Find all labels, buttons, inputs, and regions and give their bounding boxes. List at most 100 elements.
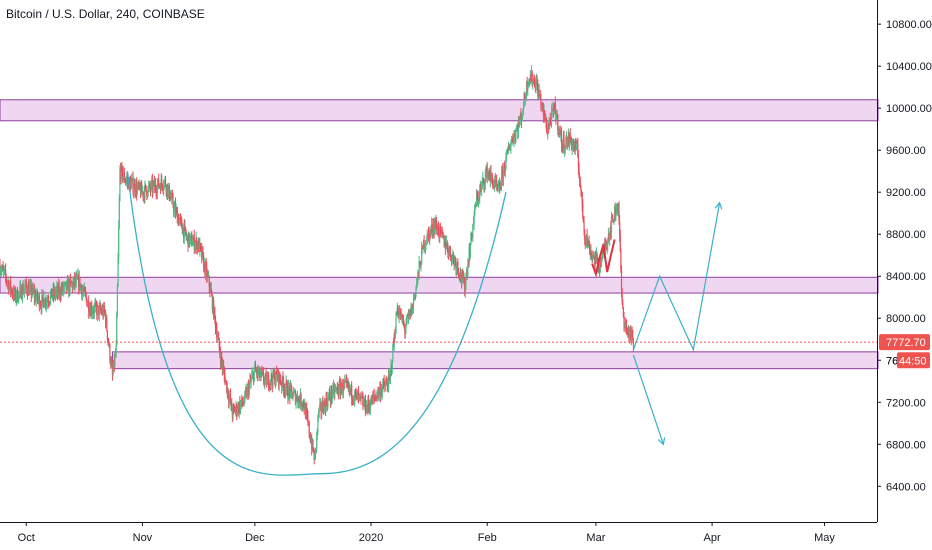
candle-body (115, 345, 117, 354)
candle-body (107, 339, 109, 342)
candle-body (379, 387, 382, 397)
candle-body (461, 272, 463, 282)
candle-body (414, 293, 416, 296)
candle-body (9, 280, 11, 286)
candle-body (462, 272, 464, 277)
candle-body (245, 390, 247, 392)
candle-body (538, 88, 540, 96)
candle-body (581, 191, 583, 205)
candle-body (298, 397, 300, 401)
candle-body (323, 401, 325, 414)
x-tick-label: May (814, 532, 835, 544)
candle-body (510, 142, 512, 147)
candle-body (512, 141, 515, 143)
candle-body (164, 178, 166, 182)
candle-body (340, 389, 342, 395)
candle-body (331, 389, 333, 399)
candle-body (31, 294, 33, 296)
candle-body (236, 411, 238, 415)
x-tick-label: Oct (18, 532, 35, 544)
candle-body (166, 184, 169, 195)
candle-body (575, 142, 578, 149)
candle-body (419, 263, 421, 268)
candle-body (19, 286, 21, 292)
candle-body (111, 361, 113, 366)
candle-body (73, 277, 75, 283)
candle-body (630, 328, 632, 340)
candle-body (452, 255, 455, 258)
candle-body (448, 250, 450, 255)
candle-body (583, 222, 585, 231)
candle-body (592, 255, 595, 258)
candle-body (296, 395, 298, 399)
candle-body (203, 262, 205, 270)
candle-body (70, 281, 72, 284)
candle-body (632, 335, 634, 341)
candle-body (472, 224, 474, 237)
candle-body (383, 382, 385, 386)
candle-body (88, 301, 90, 313)
candle-body (278, 373, 280, 385)
candle-body (445, 247, 447, 249)
candle-body (619, 235, 621, 250)
candle-body (46, 299, 49, 301)
candle-body (404, 326, 406, 332)
candle-body (333, 385, 335, 395)
candle-body (307, 422, 310, 424)
candle-body (353, 399, 355, 401)
candle-body (345, 380, 347, 382)
candle-body (88, 312, 90, 314)
candle-body (477, 197, 480, 202)
candle-body (235, 404, 237, 410)
candle-body (54, 289, 56, 296)
candle-body (223, 368, 225, 375)
candle-body (279, 380, 282, 384)
candle-body (614, 207, 616, 222)
candle-body (18, 291, 20, 301)
x-tick-label: Feb (478, 532, 497, 544)
candle-body (413, 297, 415, 300)
candle-body (499, 183, 501, 189)
candle-body (489, 171, 491, 181)
candle-body (397, 314, 400, 317)
double-bottom-pattern (591, 239, 616, 278)
candle-body (77, 275, 79, 279)
candle-body (364, 398, 367, 412)
candle-body (89, 309, 91, 313)
candle-body (83, 291, 85, 293)
candle-body (241, 397, 243, 404)
candle-body (337, 393, 340, 395)
candle-body (224, 374, 226, 383)
candle-body (180, 218, 182, 220)
candle-body (371, 397, 373, 405)
candle-body (418, 262, 420, 274)
candle-body (293, 391, 295, 393)
candle-body (467, 264, 469, 275)
candle-body (399, 311, 401, 313)
candle-body (402, 320, 405, 324)
candle-body (116, 313, 118, 346)
candle-body (206, 274, 208, 278)
candle-body (58, 287, 60, 294)
candle-body (595, 254, 597, 259)
candle-body (84, 287, 86, 292)
candle-body (144, 185, 147, 187)
candle-body (596, 254, 598, 258)
candle-body (329, 392, 331, 399)
candle-body (377, 388, 380, 396)
candle-body (458, 274, 460, 278)
candle-body (317, 416, 319, 430)
candle-body (220, 356, 222, 364)
candle-body (284, 388, 286, 393)
candle-body (254, 365, 257, 370)
candle-body (446, 242, 448, 248)
candle-body (21, 298, 23, 300)
candle-body (515, 130, 517, 138)
candle-body (502, 170, 505, 180)
candle-body (86, 304, 89, 307)
candle-body (123, 172, 125, 181)
candle-body (451, 256, 453, 263)
candle-body (546, 131, 548, 134)
candle-body (99, 305, 101, 307)
